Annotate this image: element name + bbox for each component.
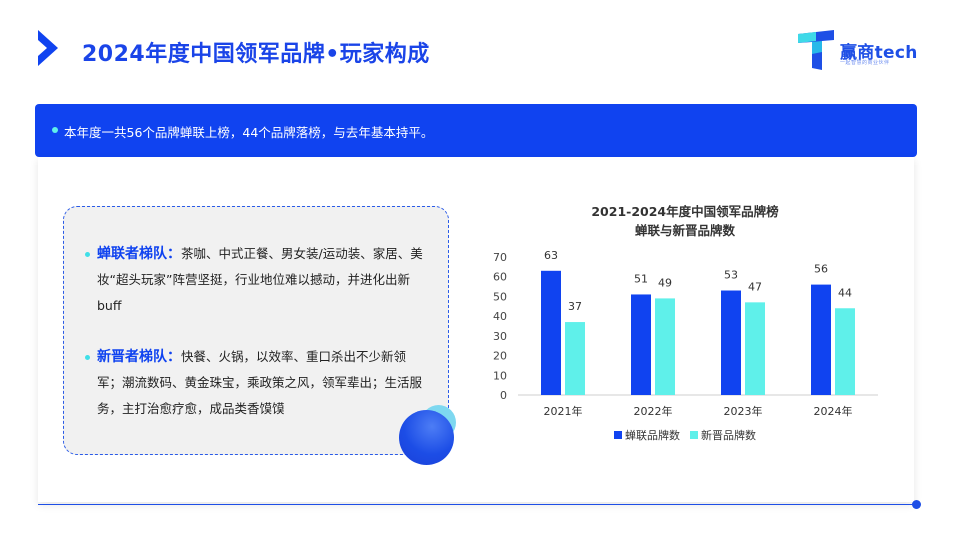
y-tick-label: 40 <box>493 310 507 323</box>
y-tick-label: 50 <box>493 290 507 303</box>
chart-title: 2021-2024年度中国领军品牌榜 <box>591 204 779 219</box>
logo-slogan: 一起智慧的商业伙伴 <box>840 60 890 66</box>
page-title: 2024年度中国领军品牌•玩家构成 <box>82 42 430 67</box>
bar-value-label: 47 <box>748 280 762 293</box>
bar <box>745 302 765 395</box>
banner-text: 本年度一共56个品牌蝉联上榜，44个品牌落榜，与去年基本持平。 <box>64 125 434 140</box>
tier-text-new: 快餐、火锅，以效率、重口杀出不少新领军；潮流数码、黄金珠宝，乘政策之风，领军辈出… <box>97 349 423 416</box>
tier-item-retained: 蝉联者梯队：茶咖、中式正餐、男女装/运动装、家居、美妆“超头玩家”阵营坚挺，行业… <box>85 241 427 319</box>
brand-logo: 赢商tech 一起智慧的商业伙伴 <box>796 28 926 74</box>
y-tick-label: 0 <box>500 389 507 402</box>
bar <box>835 308 855 395</box>
bullet-icon <box>85 252 90 257</box>
chart-subtitle: 蝉联与新晋品牌数 <box>635 223 736 238</box>
x-tick-label: 2021年 <box>544 404 583 418</box>
summary-banner: 本年度一共56个品牌蝉联上榜，44个品牌落榜，与去年基本持平。 <box>35 104 917 157</box>
footer-line <box>38 504 914 505</box>
bar-value-label: 63 <box>544 249 558 262</box>
tier-item-new: 新晋者梯队：快餐、火锅，以效率、重口杀出不少新领军；潮流数码、黄金珠宝，乘政策之… <box>85 344 427 422</box>
decor-circle-large <box>399 410 454 465</box>
bar <box>721 290 741 395</box>
bar-value-label: 51 <box>634 272 648 285</box>
bar-value-label: 37 <box>568 300 582 313</box>
legend-label: 蝉联品牌数 <box>625 428 680 442</box>
bar <box>565 322 585 395</box>
tier-text-retained: 茶咖、中式正餐、男女装/运动装、家居、美妆“超头玩家”阵营坚挺，行业地位难以撼动… <box>97 246 423 313</box>
bullet-icon <box>85 355 90 360</box>
y-tick-label: 60 <box>493 271 507 284</box>
bar-value-label: 49 <box>658 276 672 289</box>
y-tick-label: 20 <box>493 350 507 363</box>
y-tick-label: 30 <box>493 330 507 343</box>
bar <box>811 284 831 395</box>
y-tick-label: 70 <box>493 251 507 264</box>
y-tick-label: 10 <box>493 369 507 382</box>
bar <box>631 294 651 395</box>
title-chevron-icon <box>38 30 58 66</box>
tier-card: 蝉联者梯队：茶咖、中式正餐、男女装/运动装、家居、美妆“超头玩家”阵营坚挺，行业… <box>63 206 449 455</box>
bar <box>655 298 675 395</box>
legend-label: 新晋品牌数 <box>701 428 756 442</box>
bar-value-label: 56 <box>814 263 828 276</box>
banner-bullet-icon <box>52 127 58 133</box>
x-tick-label: 2022年 <box>634 404 673 418</box>
legend-swatch <box>690 431 698 439</box>
x-tick-label: 2024年 <box>814 404 853 418</box>
legend-swatch <box>614 431 622 439</box>
footer-dot <box>912 500 921 509</box>
bar-value-label: 44 <box>838 286 852 299</box>
x-tick-label: 2023年 <box>724 404 763 418</box>
logo-t-icon <box>798 30 834 70</box>
tier-label-retained: 蝉联者梯队： <box>97 246 181 262</box>
tier-label-new: 新晋者梯队： <box>97 349 181 365</box>
logo-text: 赢商tech <box>840 43 918 63</box>
bar-value-label: 53 <box>724 269 738 282</box>
bar <box>541 270 561 395</box>
